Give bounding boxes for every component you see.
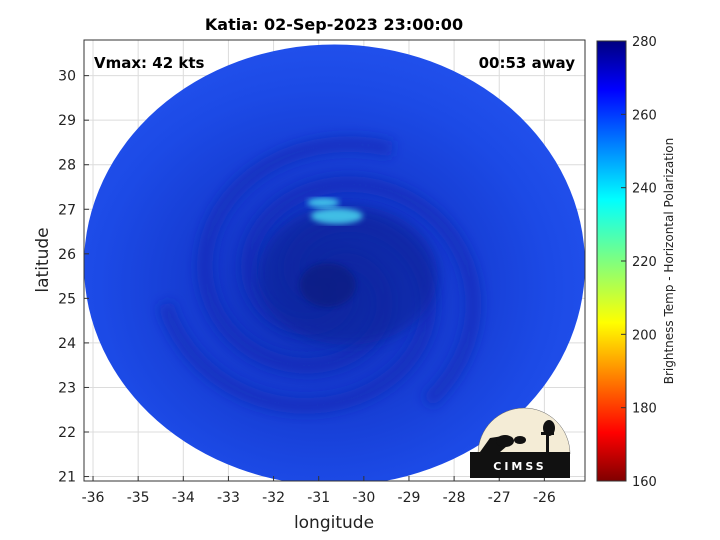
time-away-annotation: 00:53 away — [479, 54, 576, 72]
colorbar-label: Brightness Temp - Horizontal Polarizatio… — [662, 138, 676, 385]
y-tick-label: 24 — [58, 336, 76, 352]
warm-spot — [310, 207, 363, 224]
plot-frame — [83, 39, 586, 482]
x-tick-label: -31 — [307, 490, 330, 506]
y-tick-label: 29 — [58, 113, 76, 129]
y-tick-label: 25 — [58, 291, 76, 307]
x-tick-label: -27 — [488, 490, 511, 506]
x-tick-label: -35 — [127, 490, 150, 506]
vmax-annotation: Vmax: 42 kts — [94, 54, 204, 72]
y-tick-label: 26 — [58, 247, 76, 263]
colorbar-tick-label: 160 — [632, 475, 657, 490]
cimss-logo: CIMSS — [470, 407, 571, 478]
x-tick-label: -34 — [172, 490, 195, 506]
colorbar-tick-label: 220 — [632, 255, 657, 270]
y-tick-label: 23 — [58, 380, 76, 396]
y-tick-label: 30 — [58, 69, 76, 85]
y-tick-label: 27 — [58, 202, 76, 218]
x-tick-label: -32 — [262, 490, 285, 506]
colorbar-tick-label: 200 — [632, 328, 657, 343]
y-tick-label: 28 — [58, 158, 76, 174]
storm-eye — [299, 263, 356, 307]
x-tick-label: -28 — [443, 490, 466, 506]
colorbar-tick-label: 240 — [632, 182, 657, 197]
colorbar-ticks: 160 180 200 220 240 260 280 — [621, 35, 657, 490]
colorbar-tick-label: 180 — [632, 402, 657, 417]
y-axis-ticks: 21 22 23 24 25 26 27 28 29 30 — [58, 69, 89, 486]
cimss-logo-text: CIMSS — [493, 460, 546, 473]
x-tick-label: -29 — [398, 490, 421, 506]
brightness-temp-field — [157, 135, 482, 414]
colorbar-tick-label: 280 — [632, 35, 657, 50]
colorbar-tick-label: 260 — [632, 108, 657, 123]
y-tick-label: 21 — [58, 470, 76, 486]
x-tick-label: -30 — [352, 490, 375, 506]
warm-spot — [307, 197, 340, 208]
x-axis-ticks: -36 -35 -34 -33 -32 -31 -30 -29 -28 -27 -26 — [82, 476, 556, 506]
x-tick-label: -33 — [217, 490, 240, 506]
y-tick-label: 22 — [58, 425, 76, 441]
x-tick-label: -26 — [533, 490, 556, 506]
x-axis-label: longitude — [294, 513, 374, 533]
x-tick-label: -36 — [82, 490, 105, 506]
chart-title: Katia: 02-Sep-2023 23:00:00 — [205, 15, 463, 34]
y-axis-label: latitude — [33, 227, 53, 292]
